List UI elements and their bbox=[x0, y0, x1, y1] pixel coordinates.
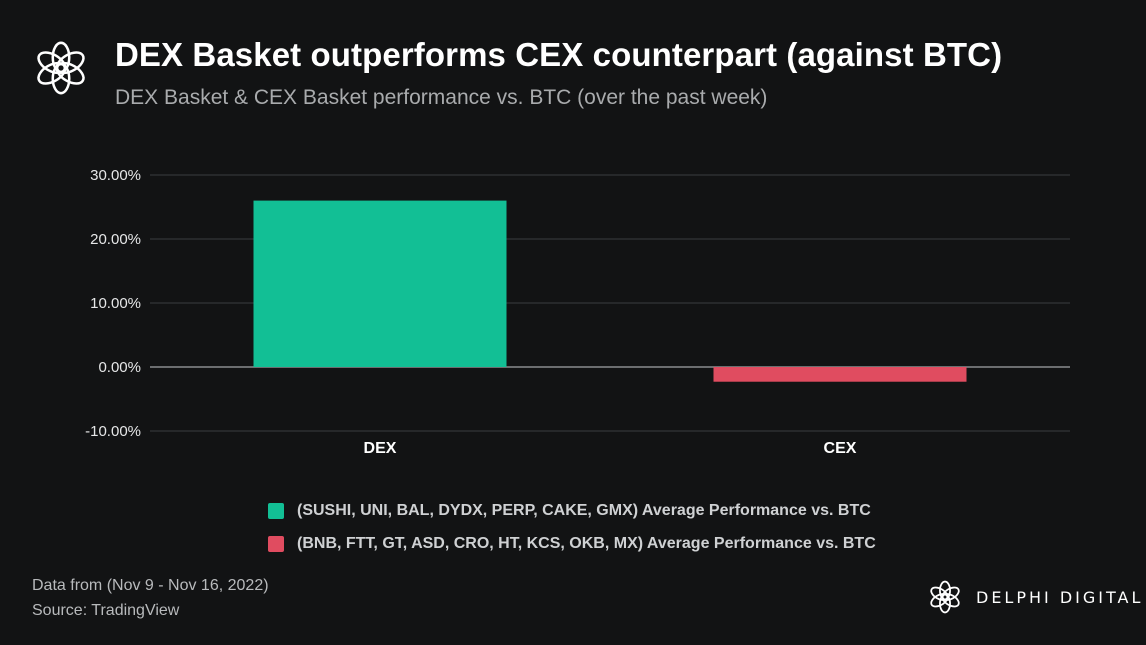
data-range-note: Data from (Nov 9 - Nov 16, 2022) bbox=[32, 577, 269, 594]
legend-swatch-dex bbox=[268, 502, 284, 519]
y-tick-label: 0.00% bbox=[98, 359, 141, 376]
delphi-brand-icon bbox=[930, 580, 960, 614]
footer-notes: Data from (Nov 9 - Nov 16, 2022) Source:… bbox=[32, 573, 269, 623]
legend: (SUSHI, UNI, BAL, DYDX, PERP, CAKE, GMX)… bbox=[268, 494, 876, 560]
x-tick-label: DEX bbox=[364, 440, 397, 457]
brand-mark: DELPHI DIGITAL bbox=[926, 578, 1143, 616]
x-tick-label: CEX bbox=[824, 440, 857, 457]
source-note: Source: TradingView bbox=[32, 602, 180, 619]
legend-item-dex: (SUSHI, UNI, BAL, DYDX, PERP, CAKE, GMX)… bbox=[268, 494, 876, 527]
y-tick-label: 10.00% bbox=[90, 295, 141, 312]
y-tick-label: 20.00% bbox=[90, 231, 141, 248]
y-tick-label: 30.00% bbox=[90, 167, 141, 184]
legend-swatch-cex bbox=[268, 535, 284, 552]
bar-dex bbox=[253, 200, 507, 367]
bar-cex bbox=[713, 367, 967, 382]
legend-item-cex: (BNB, FTT, GT, ASD, CRO, HT, KCS, OKB, M… bbox=[268, 527, 876, 560]
legend-label-dex: (SUSHI, UNI, BAL, DYDX, PERP, CAKE, GMX)… bbox=[297, 501, 871, 519]
chart-title: DEX Basket outperforms CEX counterpart (… bbox=[115, 36, 1003, 73]
delphi-logo-icon bbox=[37, 41, 85, 95]
brand-name: DELPHI DIGITAL bbox=[976, 587, 1144, 607]
chart-subtitle: DEX Basket & CEX Basket performance vs. … bbox=[115, 86, 768, 109]
y-tick-label: -10.00% bbox=[85, 423, 141, 440]
legend-label-cex: (BNB, FTT, GT, ASD, CRO, HT, KCS, OKB, M… bbox=[297, 534, 876, 552]
